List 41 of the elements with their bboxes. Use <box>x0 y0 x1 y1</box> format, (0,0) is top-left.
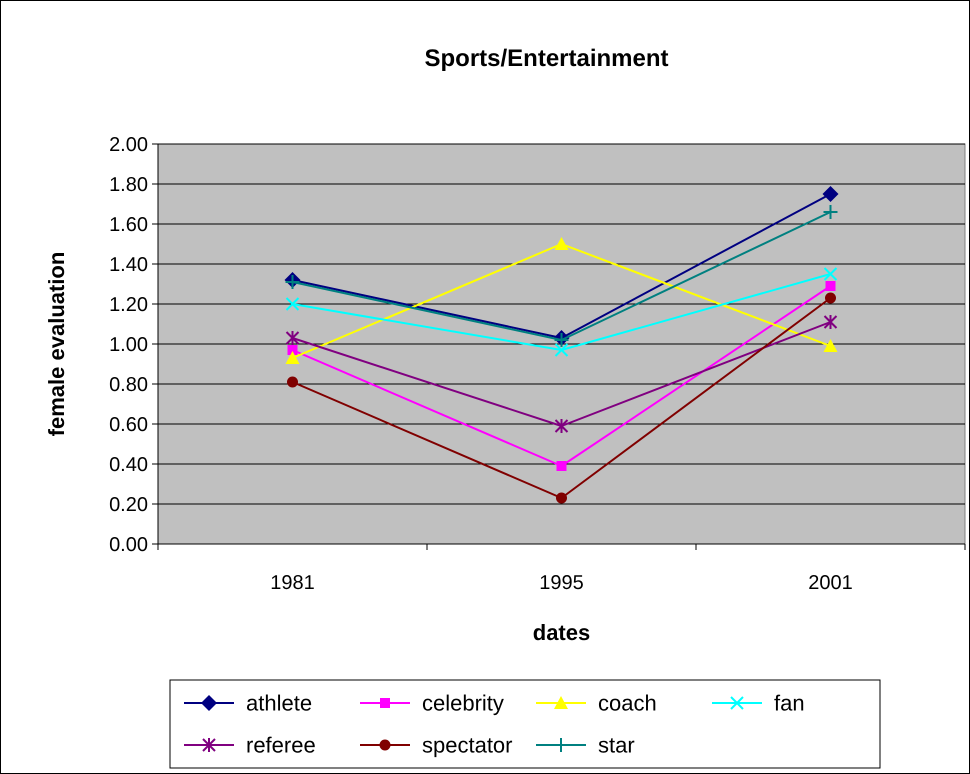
point <box>826 281 836 291</box>
y-tick-label: 0.80 <box>109 374 148 396</box>
y-tick-label: 0.20 <box>109 494 148 516</box>
point <box>825 292 836 304</box>
point <box>822 204 838 220</box>
point <box>822 186 838 202</box>
y-axis-title: female evaluation <box>44 252 69 436</box>
legend-label: celebrity <box>422 690 504 716</box>
legend-label: coach <box>598 690 657 716</box>
point <box>286 330 300 346</box>
x-tick-label: 1981 <box>270 572 315 594</box>
point <box>554 343 568 357</box>
legend-label: star <box>598 732 635 758</box>
point <box>556 461 566 471</box>
y-tick-label: 2.00 <box>109 134 148 156</box>
point <box>288 345 298 355</box>
point <box>824 339 838 352</box>
legend-label: spectator <box>422 732 512 758</box>
y-tick-label: 1.00 <box>109 334 148 356</box>
point <box>286 297 300 311</box>
point <box>286 351 300 364</box>
legend-label: referee <box>246 732 316 758</box>
y-tick-label: 1.60 <box>109 214 148 236</box>
y-tick-label: 1.80 <box>109 174 148 196</box>
point <box>554 237 568 250</box>
point <box>554 418 568 434</box>
x-tick-label: 1995 <box>539 572 584 594</box>
legend-label: athlete <box>246 690 312 716</box>
legend-label: fan <box>774 690 805 716</box>
x-axis-title: dates <box>532 620 590 645</box>
x-tick-label: 2001 <box>808 572 853 594</box>
chart-title: Sports/Entertainment <box>424 45 669 72</box>
point <box>824 314 838 330</box>
y-tick-label: 1.40 <box>109 254 148 276</box>
point <box>556 492 567 504</box>
point <box>287 376 298 388</box>
y-tick-label: 0.40 <box>109 454 148 476</box>
point <box>824 267 838 281</box>
y-tick-label: 0.00 <box>109 534 148 556</box>
y-tick-label: 1.20 <box>109 294 148 316</box>
y-tick-label: 0.60 <box>109 414 148 436</box>
